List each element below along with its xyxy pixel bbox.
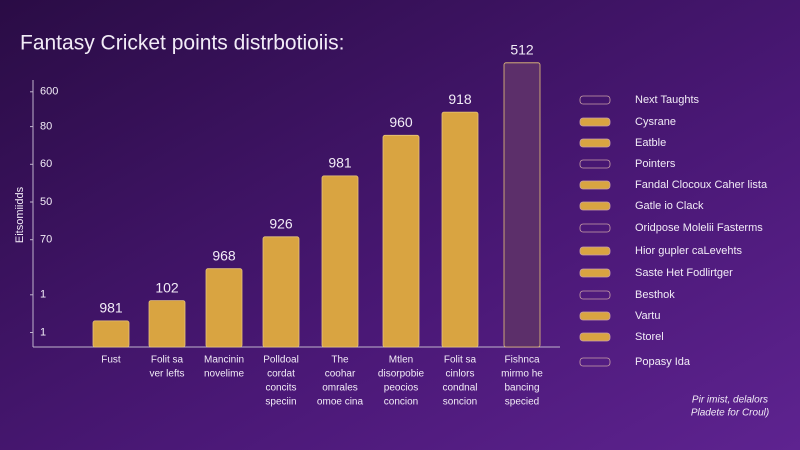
y-tick-label: 50 bbox=[40, 196, 52, 208]
y-tick-label: 1 bbox=[40, 289, 46, 301]
x-tick-label: coohar bbox=[325, 369, 356, 380]
legend-icon bbox=[579, 223, 611, 233]
legend-icon bbox=[579, 332, 611, 342]
legend-label: Gatle io Clack bbox=[635, 200, 704, 212]
x-tick-label: novelime bbox=[204, 369, 244, 380]
x-tick-label: condnal bbox=[442, 383, 477, 394]
x-tick-label: concion bbox=[384, 397, 418, 408]
legend-icon bbox=[579, 201, 611, 211]
x-tick-label: The bbox=[331, 355, 349, 366]
bar bbox=[382, 134, 420, 348]
value-label: 926 bbox=[269, 216, 293, 232]
value-label: 918 bbox=[448, 91, 472, 107]
x-tick-label: peocios bbox=[384, 383, 418, 394]
x-tick-label: Folit sa bbox=[444, 355, 477, 366]
y-tick-label: 1 bbox=[40, 326, 46, 338]
legend-icon bbox=[579, 138, 611, 148]
x-tick-label: Folit sa bbox=[151, 355, 184, 366]
value-label: 981 bbox=[99, 300, 123, 316]
value-label: 968 bbox=[212, 247, 236, 263]
legend-label: Fandal Clocoux Caher lista bbox=[635, 179, 768, 191]
legend-label: Next Taughts bbox=[635, 94, 700, 106]
footnote: Pladete for Croul) bbox=[691, 408, 769, 419]
x-tick-label: ver lefts bbox=[149, 369, 184, 380]
value-label: 960 bbox=[389, 114, 413, 130]
value-label: 981 bbox=[328, 155, 352, 171]
legend-icon bbox=[579, 95, 611, 105]
x-tick-label: omoe cina bbox=[317, 397, 364, 408]
legend-label: Saste Het Fodlirtger bbox=[635, 267, 733, 279]
legend-label: Vartu bbox=[635, 310, 660, 322]
y-axis-label: Eitsomiidds bbox=[14, 186, 26, 243]
legend-label: Besthok bbox=[635, 289, 675, 301]
x-tick-label: cinlors bbox=[446, 369, 475, 380]
bar bbox=[321, 175, 359, 348]
x-tick-label: cordat bbox=[267, 369, 295, 380]
x-tick-label: concits bbox=[265, 383, 296, 394]
legend-icon bbox=[579, 290, 611, 300]
x-tick-label: Mtlen bbox=[389, 355, 413, 366]
legend-label: Popasy Ida bbox=[635, 356, 691, 368]
x-tick-label: bancing bbox=[504, 383, 539, 394]
x-tick-label: omrales bbox=[322, 383, 358, 394]
x-tick-label: disorpobie bbox=[378, 369, 425, 380]
y-tick-label: 600 bbox=[40, 86, 58, 98]
legend-icon bbox=[579, 268, 611, 278]
chart-title: Fantasy Cricket points distrbotioiis: bbox=[20, 32, 344, 55]
value-label: 102 bbox=[155, 279, 179, 295]
legend-icon bbox=[579, 246, 611, 256]
y-tick-label: 60 bbox=[40, 158, 52, 170]
x-tick-label: Fust bbox=[101, 355, 121, 366]
bar bbox=[262, 236, 300, 348]
x-tick-label: soncion bbox=[443, 397, 477, 408]
legend-icon bbox=[579, 117, 611, 127]
legend-label: Pointers bbox=[635, 158, 676, 170]
bar bbox=[205, 268, 243, 348]
x-tick-label: Fishnca bbox=[504, 355, 539, 366]
y-tick-label: 80 bbox=[40, 121, 52, 133]
x-tick-label: Polldoal bbox=[263, 355, 299, 366]
x-tick-label: speciin bbox=[265, 397, 296, 408]
x-tick-label: specied bbox=[505, 397, 539, 408]
legend-icon bbox=[579, 180, 611, 190]
legend-label: Cysrane bbox=[635, 116, 676, 128]
y-tick-label: 70 bbox=[40, 234, 52, 246]
legend-icon bbox=[579, 311, 611, 321]
legend-label: Storel bbox=[635, 331, 664, 343]
value-label: 512 bbox=[510, 42, 534, 58]
bar bbox=[92, 320, 130, 348]
footnote: Pir imist, delalors bbox=[692, 395, 768, 406]
bar bbox=[148, 300, 186, 348]
legend-label: Oridpose Molelii Fasterms bbox=[635, 222, 763, 234]
bar bbox=[503, 62, 541, 348]
x-tick-label: Mancinin bbox=[204, 355, 244, 366]
legend-icon bbox=[579, 159, 611, 169]
legend-label: Hior gupler caLevehts bbox=[635, 245, 743, 257]
bar bbox=[441, 111, 479, 348]
legend-label: Eatble bbox=[635, 137, 666, 149]
legend-icon bbox=[579, 357, 611, 367]
x-tick-label: mirmo he bbox=[501, 369, 543, 380]
